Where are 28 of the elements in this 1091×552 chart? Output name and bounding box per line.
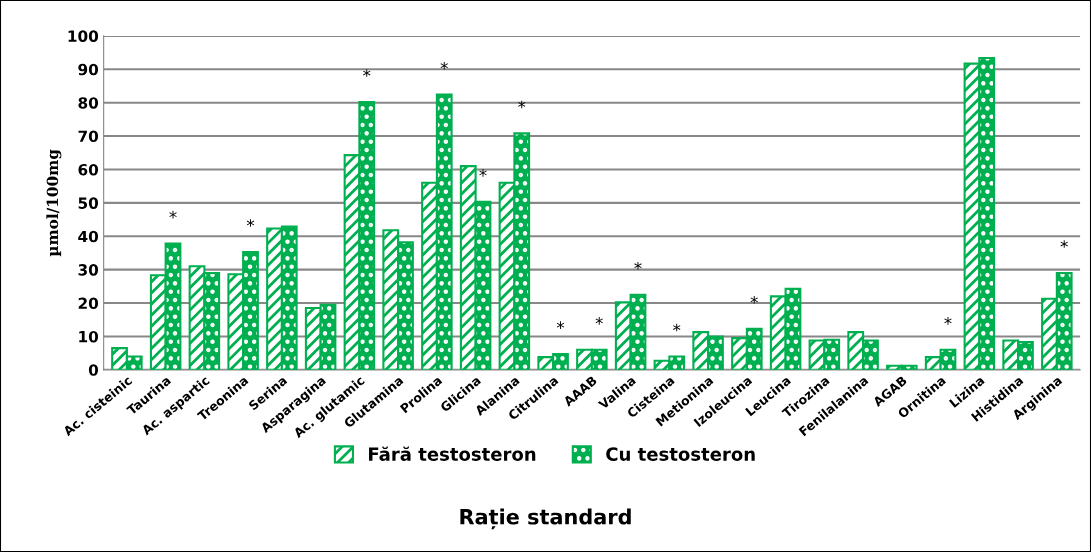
legend-label: Cu testosteron xyxy=(606,447,755,461)
y-tick-label: 70 xyxy=(78,130,99,143)
annotation: * xyxy=(518,100,526,109)
annotation: * xyxy=(595,317,603,325)
annotation: * xyxy=(169,210,177,219)
annotation: * xyxy=(634,261,642,270)
annotation: * xyxy=(1060,240,1068,248)
y-tick-label: 40 xyxy=(78,230,99,243)
annotation: * xyxy=(479,169,487,177)
annotation: * xyxy=(363,69,371,77)
x-axis-title: Rație standard xyxy=(460,508,631,530)
y-tick-label: 0 xyxy=(88,364,99,376)
y-tick-label: 90 xyxy=(78,63,99,76)
legend-label: Fără testosteron xyxy=(369,446,536,461)
annotation: * xyxy=(246,219,255,227)
y-tick-label: 100 xyxy=(68,30,99,42)
y-tick-label: 50 xyxy=(78,197,99,209)
y-tick-label: 10 xyxy=(79,330,99,343)
annotation: * xyxy=(750,295,758,304)
annotation: * xyxy=(440,61,448,70)
y-axis-title: µmol/100mg xyxy=(46,149,62,257)
y-tick-label: 80 xyxy=(78,97,99,109)
y-tick-label: 30 xyxy=(78,264,99,276)
annotation: * xyxy=(556,321,565,329)
y-tick-label: 60 xyxy=(78,163,99,176)
annotation: * xyxy=(673,323,681,332)
y-tick-label: 20 xyxy=(78,297,99,310)
annotation: * xyxy=(944,317,952,325)
